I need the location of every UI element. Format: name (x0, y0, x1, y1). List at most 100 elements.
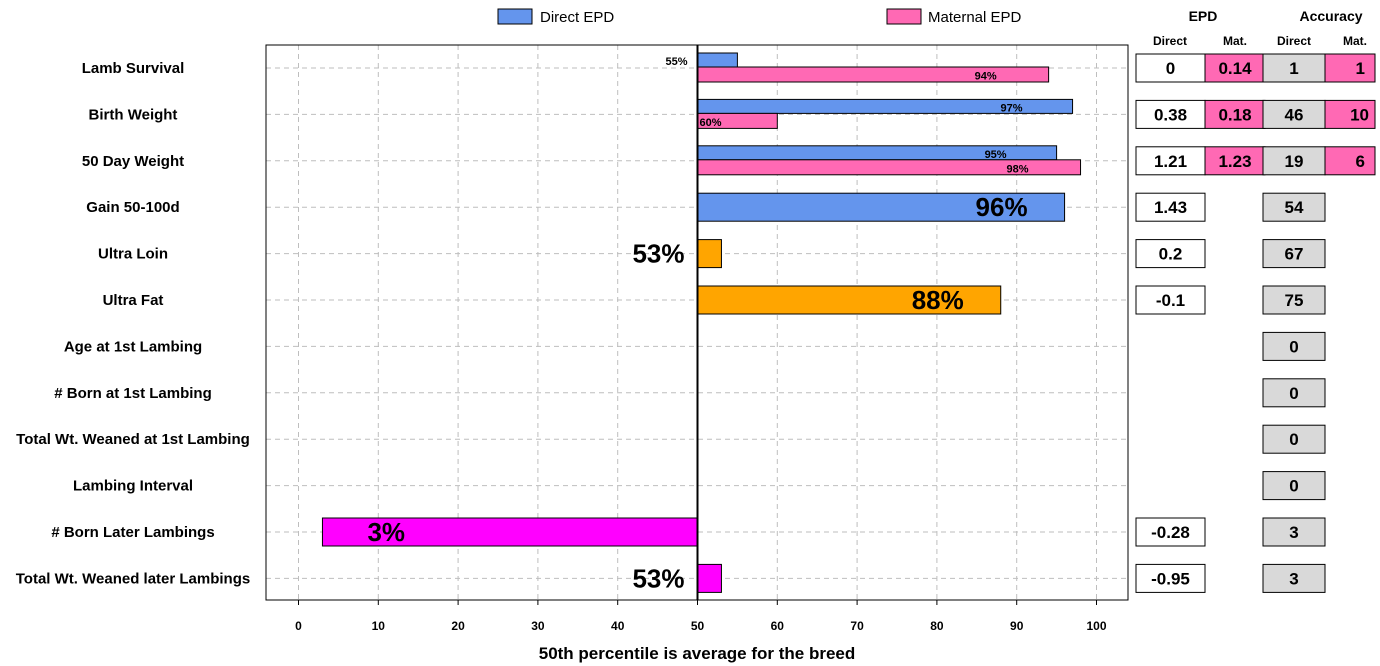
epd-direct-cell (1135, 146, 1206, 176)
trait-label: 50 Day Weight (82, 153, 184, 170)
epd-direct-value: 1.21 (1154, 152, 1187, 171)
maternal-data-label: 60% (700, 117, 722, 129)
grid-lines (266, 45, 1128, 600)
trait-label: # Born Later Lambings (51, 524, 214, 541)
epd-direct-cell (1135, 285, 1206, 315)
x-axis-label: 50th percentile is average for the breed (539, 644, 856, 663)
acc-direct-cell (1262, 378, 1326, 408)
acc-mat-value: 10 (1350, 105, 1369, 124)
acc-direct-value: 0 (1289, 477, 1298, 496)
epd-direct-value: -0.95 (1151, 569, 1190, 588)
x-axis: 0 10 20 30 40 50 60 70 80 90 100 (295, 600, 1107, 633)
epd-mat-cell (1204, 53, 1266, 83)
acc-mat-cell (1324, 146, 1376, 176)
epd-direct-value: 0 (1166, 59, 1175, 78)
acc-direct-value: 0 (1289, 384, 1298, 403)
direct-data-label: 97% (1001, 102, 1023, 114)
trait-label: Ultra Fat (103, 292, 164, 309)
trait-label: Total Wt. Weaned later Lambings (16, 570, 250, 587)
trait-label: Ultra Loin (98, 246, 168, 263)
epd-direct-value: 0.38 (1154, 105, 1187, 124)
trait-labels: Lamb Survival Birth Weight 50 Day Weight Ga… (16, 60, 250, 587)
x-tick-label: 60 (771, 619, 785, 633)
epd-direct-cell (1135, 53, 1206, 83)
acc-direct-cell (1262, 331, 1326, 361)
trait-label: Age at 1st Lambing (64, 338, 202, 355)
epd-mat-value: 0.14 (1218, 59, 1252, 78)
trait-label: Gain 50-100d (86, 199, 179, 216)
x-tick-label: 30 (531, 619, 545, 633)
percentile-data-label: 53% (632, 563, 684, 593)
trait-label: # Born at 1st Lambing (54, 385, 212, 402)
epd-mat-value: 1.23 (1218, 152, 1251, 171)
acc-direct-cell (1262, 99, 1326, 129)
percentile-data-label: 3% (367, 517, 405, 547)
epd-direct-value: -0.1 (1156, 291, 1185, 310)
acc-mat-value: 6 (1356, 152, 1365, 171)
epd-accuracy-table: EPD Accuracy Direct Mat. Direct Mat. 0 0.14 1 1 0.… (1135, 8, 1376, 593)
acc-direct-value: 3 (1289, 569, 1298, 588)
acc-mat-cell (1324, 99, 1376, 129)
trait-label: Lamb Survival (82, 60, 185, 77)
acc-direct-cell (1262, 471, 1326, 501)
acc-direct-cell (1262, 424, 1326, 454)
maternal-data-label: 94% (975, 71, 997, 83)
x-tick-label: 10 (372, 619, 386, 633)
acc-direct-value: 46 (1285, 105, 1304, 124)
direct-data-label: 55% (665, 56, 687, 68)
percentile-bar (697, 239, 722, 269)
header-acc-mat: Mat. (1343, 34, 1367, 48)
acc-direct-cell (1262, 285, 1326, 315)
trait-label: Lambing Interval (73, 478, 193, 495)
x-tick-label: 90 (1010, 619, 1024, 633)
acc-direct-cell (1262, 146, 1326, 176)
acc-direct-cell (1262, 192, 1326, 222)
epd-direct-cell (1135, 239, 1206, 269)
epd-direct-value: 0.2 (1159, 245, 1183, 264)
acc-direct-value: 1 (1289, 59, 1298, 78)
header-epd-mat: Mat. (1223, 34, 1247, 48)
epd-direct-cell (1135, 517, 1206, 547)
epd-direct-cell (1135, 192, 1206, 222)
legend: Direct EPD Maternal EPD (497, 8, 1022, 26)
bars: 55% 94% 97% 60% 95%98% 96% 53% 88% 3% 53% (321, 52, 1082, 593)
x-tick-label: 80 (930, 619, 944, 633)
epd-mat-cell (1204, 146, 1266, 176)
x-tick-label: 100 (1086, 619, 1106, 633)
epd-mat-value: 0.18 (1218, 105, 1251, 124)
percentile-bar (697, 563, 722, 593)
header-epd-direct: Direct (1153, 34, 1187, 48)
acc-direct-cell (1262, 239, 1326, 269)
acc-direct-cell (1262, 517, 1326, 547)
header-accuracy: Accuracy (1299, 8, 1362, 24)
legend-label-direct: Direct EPD (540, 9, 614, 26)
x-tick-label: 0 (295, 619, 302, 633)
acc-direct-value: 19 (1285, 152, 1304, 171)
acc-direct-value: 0 (1289, 337, 1298, 356)
direct-bar (697, 52, 738, 68)
legend-swatch-maternal (886, 8, 922, 25)
x-tick-label: 50 (691, 619, 705, 633)
x-tick-label: 20 (451, 619, 465, 633)
epd-direct-cell (1135, 563, 1206, 593)
trait-label: Total Wt. Weaned at 1st Lambing (16, 431, 250, 448)
epd-direct-value: -0.28 (1151, 523, 1190, 542)
header-acc-direct: Direct (1277, 34, 1311, 48)
acc-mat-value: 1 (1356, 59, 1365, 78)
percentile-data-label: 96% (976, 192, 1028, 222)
acc-direct-value: 3 (1289, 523, 1298, 542)
epd-direct-value: 1.43 (1154, 198, 1187, 217)
epd-direct-cell (1135, 99, 1206, 129)
acc-direct-cell (1262, 563, 1326, 593)
acc-mat-cell (1324, 53, 1376, 83)
acc-direct-value: 0 (1289, 430, 1298, 449)
header-epd: EPD (1189, 8, 1218, 24)
legend-label-maternal: Maternal EPD (928, 9, 1022, 26)
acc-direct-value: 75 (1285, 291, 1304, 310)
percentile-data-label: 88% (912, 285, 964, 315)
percentile-data-label: 53% (632, 239, 684, 269)
trait-label: Birth Weight (89, 106, 178, 123)
acc-direct-value: 54 (1285, 198, 1304, 217)
acc-direct-value: 67 (1285, 245, 1304, 264)
